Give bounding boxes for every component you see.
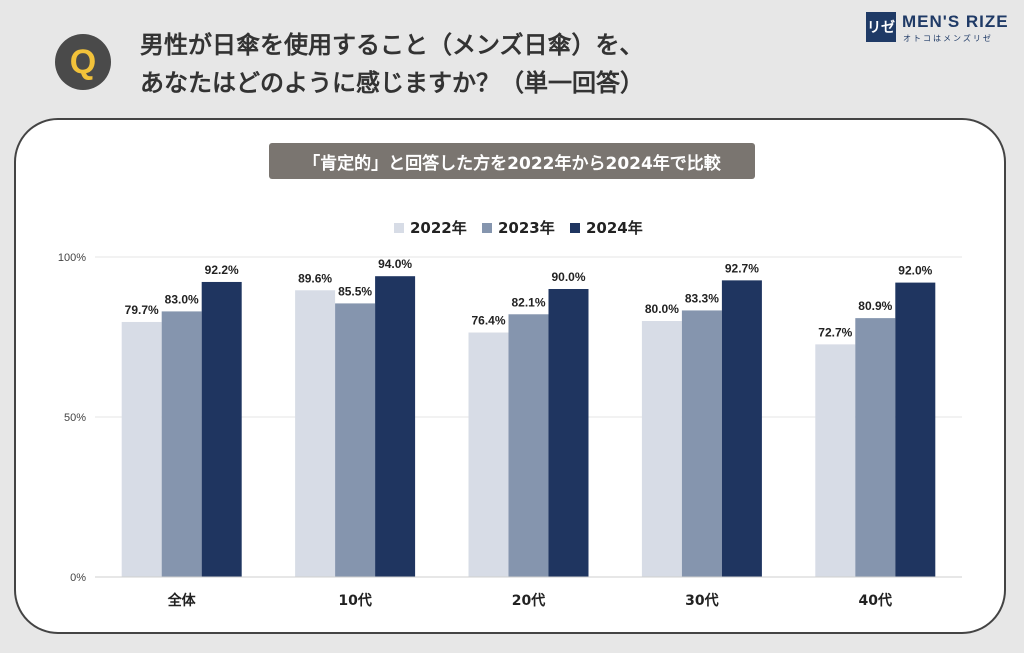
chart-banner: 「肯定的」と回答した方を2022年から2024年で比較 [269,143,755,179]
data-label-4-0: 72.7% [818,325,852,339]
y-tick-label-2: 100% [58,252,86,264]
x-tick-label-2: 20代 [512,592,545,609]
data-label-3-1: 83.3% [685,291,719,305]
x-tick-label-3: 30代 [685,592,718,609]
y-tick-label-1: 50% [64,412,86,424]
data-label-1-0: 89.6% [298,271,332,285]
bar-3-1 [681,310,722,577]
legend-swatch-1 [482,223,492,233]
data-label-2-2: 90.0% [551,270,585,284]
x-tick-label-4: 40代 [859,592,892,609]
bar-1-2 [375,276,416,577]
question-badge: Q [55,34,111,90]
brand-logo: リゼ MEN'S RIZE オトコはメンズリゼ [866,12,1016,46]
legend-swatch-2 [570,223,580,233]
data-label-0-1: 83.0% [165,292,199,306]
bar-1-1 [335,303,376,577]
legend-label-0: 2022年 [410,219,467,237]
brand-logo-name: MEN'S RIZE [902,12,1009,31]
data-label-0-2: 92.2% [205,263,239,277]
brand-logo-mark: リゼ [866,12,896,42]
data-label-2-1: 82.1% [511,295,545,309]
bar-4-1 [855,318,896,577]
data-label-4-2: 92.0% [898,264,932,278]
bar-2-0 [468,332,509,577]
question-text: 男性が日傘を使用すること（メンズ日傘）を、 あなたはどのように感じますか？（単一… [140,26,760,102]
bar-0-1 [161,311,202,577]
bar-0-2 [201,281,242,577]
data-label-0-0: 79.7% [125,303,159,317]
data-label-2-0: 76.4% [471,314,505,328]
bar-3-2 [721,280,762,577]
data-label-1-1: 85.5% [338,284,372,298]
bar-2-1 [508,314,549,577]
legend-swatch-0 [394,223,404,233]
y-tick-label-0: 0% [70,572,86,584]
brand-logo-tagline: オトコはメンズリゼ [903,34,993,43]
question-line-1: 男性が日傘を使用すること（メンズ日傘）を、 [140,31,644,59]
question-line-2: あなたはどのように感じますか？（単一回答） [140,69,644,97]
bar-4-0 [815,344,856,577]
legend-label-1: 2023年 [498,219,555,237]
data-label-1-2: 94.0% [378,257,412,271]
x-tick-label-1: 10代 [338,592,371,609]
data-label-3-2: 92.7% [725,261,759,275]
bar-3-0 [641,321,682,577]
bar-1-0 [295,290,336,577]
bar-4-2 [895,282,936,577]
question-badge-letter: Q [69,42,97,81]
bar-0-0 [121,321,162,577]
legend-label-2: 2024年 [586,219,643,237]
data-label-4-1: 80.9% [858,299,892,313]
data-label-3-0: 80.0% [645,302,679,316]
bar-2-2 [548,289,589,577]
x-tick-label-0: 全体 [167,592,197,609]
